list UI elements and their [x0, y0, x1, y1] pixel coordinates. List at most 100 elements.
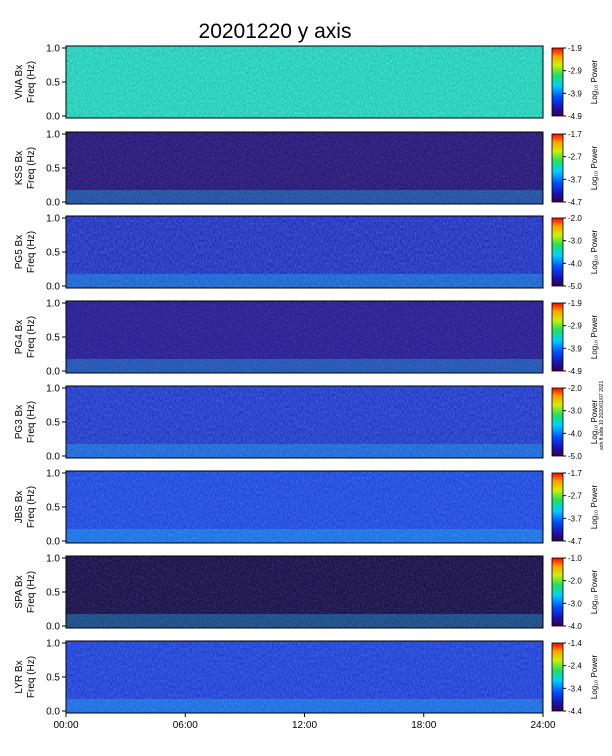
spectrogram-texture: [66, 641, 543, 713]
y-tick-label: 1.0: [46, 299, 60, 310]
colorbar-tick-label: -3.0: [568, 237, 582, 246]
colorbar-tick-label: -4.0: [568, 259, 582, 268]
colorbar-label: Log₁₀ Power: [590, 60, 599, 105]
y-tick-label: 0.0: [46, 198, 60, 209]
y-tick-label: 0.5: [46, 503, 60, 514]
colorbar-tick-label: -2.0: [568, 214, 582, 223]
y-tick-label: 0.5: [46, 418, 60, 429]
y-tick-label: 0.0: [46, 537, 60, 548]
y-tick-label: 1.0: [46, 44, 60, 55]
panel-pg5-bx: 0.0 0.5 1.0 PG5 Bx Freq (Hz) -2.0 -3.0 -4.0 -5.0…: [14, 214, 599, 293]
colorbar-label: Log₁₀ Power: [590, 230, 599, 275]
colorbar: [551, 557, 564, 627]
y-axis-label: PG3 Bx: [14, 405, 25, 439]
y-tick-label: 0.5: [46, 248, 60, 259]
figure-title: 20201220 y axis: [199, 20, 352, 43]
colorbar-label: Log₁₀ Power: [590, 655, 599, 700]
y-axis-label: Freq (Hz): [26, 61, 37, 103]
panel-pg4-bx: 0.0 0.5 1.0 PG4 Bx Freq (Hz) -1.9 -2.9 -3.9 -4.9…: [14, 299, 599, 378]
colorbar-tick-label: -1.0: [568, 554, 582, 563]
y-tick-label: 0.5: [46, 78, 60, 89]
colorbar-tick-label: -4.7: [568, 198, 582, 207]
colorbar-tick-label: -1.7: [568, 130, 582, 139]
y-tick-label: 0.0: [46, 707, 60, 718]
y-axis-label: Freq (Hz): [26, 571, 37, 613]
low-frequency-band: [66, 359, 543, 373]
y-axis-label: KSS Bx: [14, 151, 25, 185]
spectrogram-texture: [66, 46, 543, 118]
colorbar-tick-label: -4.9: [568, 112, 582, 121]
y-axis-label: Freq (Hz): [26, 316, 37, 358]
y-tick-label: 0.0: [46, 282, 60, 293]
colorbar: [551, 217, 564, 287]
side-note: anh ft alde 10 2020/01/07 2021: [599, 381, 605, 450]
y-tick-label: 0.5: [46, 588, 60, 599]
colorbar-tick-label: -2.9: [568, 67, 582, 76]
colorbar-tick-label: -1.7: [568, 469, 582, 478]
time-axis: 00:00 06:00 12:00 18:00 24:00: [53, 713, 556, 731]
y-axis-label: LYR Bx: [14, 660, 25, 693]
x-tick-label: 12:00: [292, 720, 317, 731]
colorbar-tick-label: -2.7: [568, 153, 582, 162]
colorbar-tick-label: -2.7: [568, 492, 582, 501]
y-tick-label: 1.0: [46, 214, 60, 225]
y-tick-label: 1.0: [46, 554, 60, 565]
y-axis-label: SPA Bx: [14, 575, 25, 608]
y-axis-label: PG5 Bx: [14, 235, 25, 269]
colorbar-tick-label: -5.0: [568, 452, 582, 461]
low-frequency-band: [66, 699, 543, 713]
y-tick-label: 0.0: [46, 112, 60, 123]
colorbar-tick-label: -4.7: [568, 537, 582, 546]
y-axis-label: JBS Bx: [14, 491, 25, 524]
colorbar-tick-label: -1.4: [568, 639, 582, 648]
y-tick-label: 0.5: [46, 333, 60, 344]
colorbar-tick-label: -4.9: [568, 367, 582, 376]
panel-lyr-bx: 0.0 0.5 1.0 LYR Bx Freq (Hz) -1.4 -2.4 -3.4 -4.4…: [14, 639, 599, 718]
y-tick-label: 1.0: [46, 469, 60, 480]
colorbar-tick-label: -2.0: [568, 577, 582, 586]
y-axis-label: PG4 Bx: [14, 320, 25, 354]
spectrogram-texture: [66, 386, 543, 458]
panel-kss-bx: 0.0 0.5 1.0 KSS Bx Freq (Hz) -1.7 -2.7 -3.7 -4.7…: [14, 130, 599, 209]
spectrogram-texture: [66, 471, 543, 543]
colorbar: [551, 472, 564, 542]
colorbar: [551, 133, 564, 203]
colorbar-tick-label: -2.4: [568, 662, 582, 671]
colorbar-tick-label: -2.9: [568, 322, 582, 331]
colorbar-tick-label: -4.0: [568, 622, 582, 631]
colorbar-tick-label: -3.4: [568, 684, 582, 693]
colorbar-tick-label: -3.0: [568, 407, 582, 416]
y-tick-label: 0.0: [46, 367, 60, 378]
colorbar-tick-label: -4.0: [568, 429, 582, 438]
y-tick-label: 0.5: [46, 673, 60, 684]
x-tick-label: 24:00: [530, 720, 555, 731]
low-frequency-band: [66, 529, 543, 543]
panel-spa-bx: 0.0 0.5 1.0 SPA Bx Freq (Hz) -1.0 -2.0 -3.0 -4.0…: [14, 554, 599, 633]
colorbar: [551, 642, 564, 712]
colorbar-tick-label: -2.0: [568, 384, 582, 393]
y-tick-label: 1.0: [46, 384, 60, 395]
x-tick-label: 18:00: [411, 720, 436, 731]
y-axis-label: Freq (Hz): [26, 231, 37, 273]
colorbar-tick-label: -5.0: [568, 282, 582, 291]
panel-jbs-bx: 0.0 0.5 1.0 JBS Bx Freq (Hz) -1.7 -2.7 -3.7 -4.7…: [14, 469, 599, 548]
spectrogram-texture: [66, 556, 543, 628]
y-axis-label: Freq (Hz): [26, 656, 37, 698]
low-frequency-band: [66, 190, 543, 204]
colorbar-tick-label: -3.9: [568, 344, 582, 353]
colorbar-tick-label: -3.0: [568, 599, 582, 608]
colorbar: [551, 387, 564, 457]
colorbar-label: Log₁₀ Power: [590, 570, 599, 615]
colorbar-tick-label: -4.4: [568, 707, 582, 716]
y-tick-label: 0.0: [46, 622, 60, 633]
y-tick-label: 0.5: [46, 164, 60, 175]
y-tick-label: 0.0: [46, 452, 60, 463]
colorbar-tick-label: -3.7: [568, 175, 582, 184]
panel-pg3-bx: 0.0 0.5 1.0 PG3 Bx Freq (Hz) -2.0 -3.0 -4.0 -5.0…: [14, 384, 599, 463]
colorbar-label: Log₁₀ Power: [590, 400, 599, 445]
colorbar-label: Log₁₀ Power: [590, 315, 599, 360]
x-tick-label: 00:00: [53, 720, 78, 731]
low-frequency-band: [66, 444, 543, 458]
colorbar-tick-label: -1.9: [568, 299, 582, 308]
